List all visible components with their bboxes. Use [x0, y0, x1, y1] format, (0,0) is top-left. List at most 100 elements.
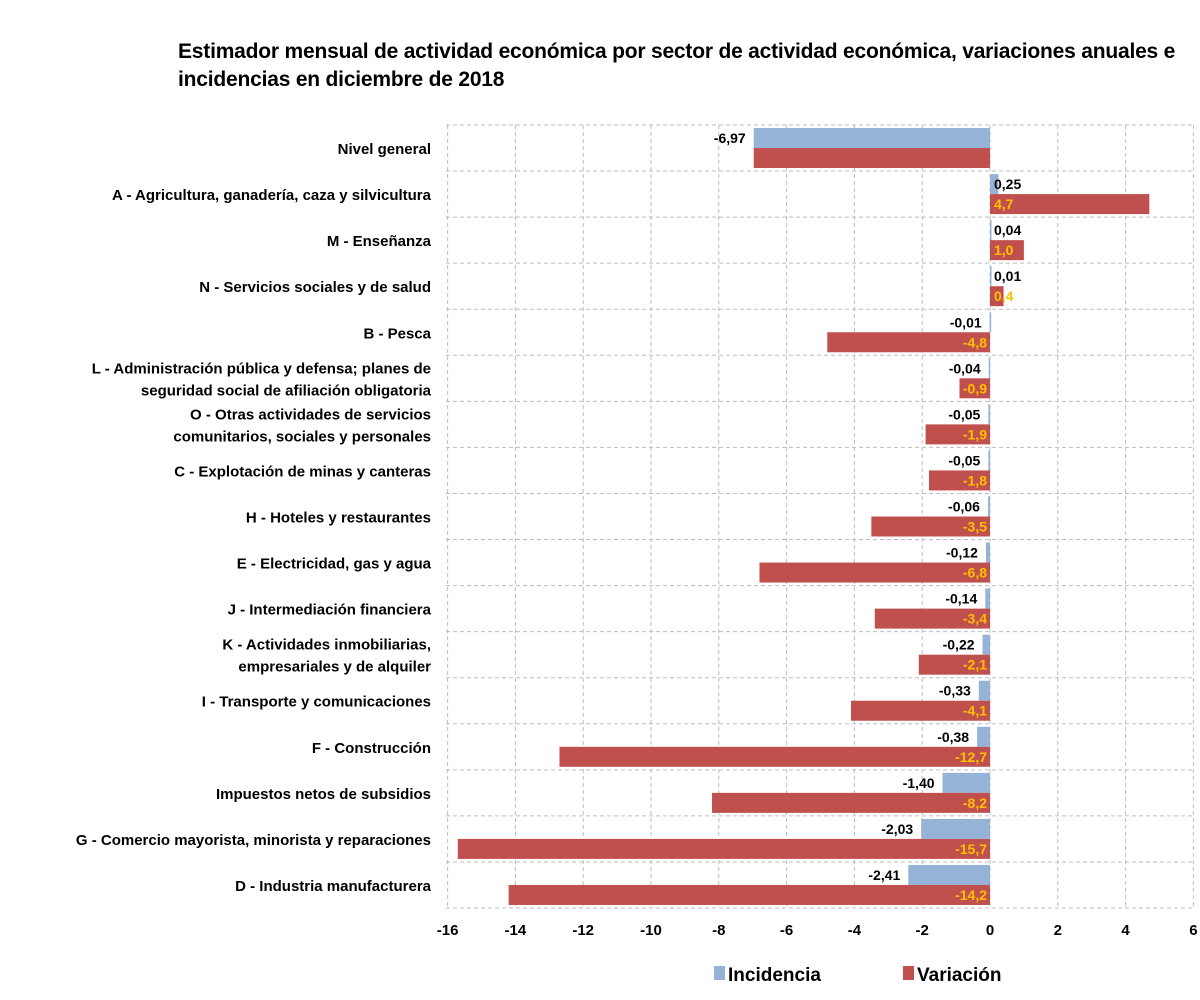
- variacion-label-5: -0,9: [963, 380, 987, 396]
- category-label-0: Nivel general: [338, 141, 431, 158]
- incidencia-bar-10: [985, 588, 990, 609]
- variacion-label-3: 0,4: [994, 288, 1014, 304]
- category-label-15: G - Comercio mayorista, minorista y repa…: [76, 832, 431, 849]
- incidencia-label-9: -0,12: [946, 545, 978, 561]
- variacion-bar-2: [990, 240, 1024, 261]
- variacion-label-12: -4,1: [963, 703, 987, 719]
- category-label-3: N - Servicios sociales y de salud: [199, 279, 431, 296]
- incidencia-bar-8: [987, 496, 990, 517]
- x-tick-label-7: -2: [916, 922, 929, 939]
- category-label-14: Impuestos netos de subsidios: [216, 786, 431, 803]
- variacion-label-15: -15,7: [955, 841, 987, 857]
- category-label-5-line-1: seguridad social de afiliación obligator…: [141, 382, 432, 399]
- category-label-2: M - Enseñanza: [327, 233, 432, 250]
- legend-label-incidencia: Incidencia: [728, 965, 821, 986]
- x-tick-label-11: 6: [1189, 922, 1197, 939]
- variacion-label-16: -14,2: [955, 887, 987, 903]
- incidencia-label-16: -2,41: [868, 867, 900, 883]
- category-labels: Nivel general A - Agricultura, ganadería,…: [76, 141, 432, 895]
- incidencia-label-6: -0,05: [948, 406, 980, 422]
- category-label-11-line-1: empresariales y de alquiler: [238, 659, 431, 676]
- incidencia-bar-9: [985, 542, 990, 563]
- variacion-bar-10: [874, 608, 990, 629]
- variacion-bar-3: [990, 286, 1004, 307]
- variacion-bar-1: [990, 194, 1150, 215]
- category-label-9: E - Electricidad, gas y agua: [237, 556, 432, 573]
- category-label-1: A - Agricultura, ganadería, caza y silvi…: [112, 187, 432, 204]
- variacion-label-1: 4,7: [994, 196, 1014, 212]
- incidencia-bar-12: [978, 680, 990, 701]
- incidencia-bar-11: [982, 634, 990, 655]
- incidencia-bar-4: [989, 312, 992, 333]
- x-tick-label-3: -10: [640, 922, 662, 939]
- legend: Incidencia Variación: [714, 965, 1002, 986]
- variacion-bar-12: [851, 700, 990, 721]
- incidencia-bar-16: [908, 864, 990, 885]
- legend-swatch-variacion: [903, 966, 914, 980]
- x-tick-label-5: -6: [780, 922, 793, 939]
- variacion-bar-6: [925, 424, 990, 445]
- incidencia-label-15: -2,03: [881, 821, 913, 837]
- variacion-bar-14: [712, 792, 990, 813]
- variacion-label-10: -3,4: [963, 611, 987, 627]
- category-label-6-line-0: O - Otras actividades de servicios: [190, 406, 431, 423]
- incidencia-label-2: 0,04: [994, 222, 1021, 238]
- legend-swatch-incidencia: [714, 966, 725, 980]
- category-label-13: F - Construcción: [312, 740, 431, 757]
- category-label-12: I - Transporte y comunicaciones: [202, 694, 431, 711]
- variacion-label-9: -6,8: [963, 565, 987, 581]
- incidencia-label-13: -0,38: [937, 729, 969, 745]
- incidencia-label-5: -0,04: [949, 360, 981, 376]
- incidencia-label-11: -0,22: [943, 637, 975, 653]
- incidencia-label-7: -0,05: [948, 452, 980, 468]
- x-tick-label-9: 2: [1054, 922, 1062, 939]
- chart-title: Estimador mensual de actividad económica…: [178, 38, 1178, 94]
- variacion-label-8: -3,5: [963, 519, 987, 535]
- grid-lines: [446, 124, 1194, 909]
- variacion-bar-5: [959, 378, 990, 399]
- incidencia-bar-15: [921, 818, 990, 839]
- variacion-label-7: -1,8: [963, 472, 987, 488]
- incidencia-label-14: -1,40: [903, 775, 935, 791]
- incidencia-label-8: -0,06: [948, 499, 980, 515]
- incidencia-label-4: -0,01: [950, 314, 982, 330]
- x-tick-label-4: -8: [712, 922, 725, 939]
- incidencia-bar-1: [990, 174, 999, 195]
- incidencia-label-3: 0,01: [994, 268, 1021, 284]
- x-tick-label-8: 0: [986, 922, 994, 939]
- chart-title-line-2: incidencias en diciembre de 2018: [178, 68, 505, 91]
- legend-label-variacion: Variación: [917, 965, 1002, 986]
- variacion-label-11: -2,1: [963, 657, 987, 673]
- category-label-11-line-0: K - Actividades inmobiliarias,: [222, 637, 431, 654]
- variacion-bar-7: [928, 470, 990, 491]
- category-label-5-line-0: L - Administración pública y defensa; pl…: [92, 360, 431, 377]
- x-tick-label-1: -14: [505, 922, 527, 939]
- category-label-16: D - Industria manufacturera: [235, 878, 432, 895]
- incidencia-bar-7: [988, 450, 990, 471]
- category-label-6-line-1: comunitarios, sociales y personales: [173, 428, 431, 445]
- variacion-bar-11: [918, 654, 990, 675]
- x-axis-ticks: -16 -14 -12 -10 -8 -6 -4 -2 0 2 4 6: [437, 922, 1198, 939]
- variacion-bar-9: [759, 562, 990, 583]
- variacion-bar-16: [508, 884, 990, 905]
- incidencia-label-12: -0,33: [939, 683, 971, 699]
- chart-title-line-1: Estimador mensual de actividad económica…: [178, 40, 1176, 63]
- bars: -6,97 0,25 4,7 0,04 1,0 0,01 0,4 -0,01 -4,8 -0,04…: [457, 128, 1150, 905]
- incidencia-bar-13: [977, 726, 990, 747]
- variacion-label-6: -1,9: [963, 426, 987, 442]
- incidencia-label-10: -0,14: [945, 591, 977, 607]
- incidencia-label-0: -6,97: [714, 130, 746, 146]
- variacion-bar-13: [559, 746, 990, 767]
- variacion-label-13: -12,7: [955, 749, 987, 765]
- incidencia-bar-6: [988, 404, 990, 425]
- incidencia-bar-0: [753, 128, 990, 149]
- incidencia-bar-2: [990, 220, 992, 241]
- x-tick-label-2: -12: [572, 922, 594, 939]
- category-label-8: H - Hoteles y restaurantes: [246, 510, 431, 527]
- variacion-bar-4: [827, 332, 990, 353]
- variacion-bar-0: [753, 148, 990, 169]
- category-label-7: C - Explotación de minas y canteras: [174, 463, 431, 480]
- variacion-label-4: -4,8: [963, 334, 987, 350]
- category-label-4: B - Pesca: [363, 325, 431, 342]
